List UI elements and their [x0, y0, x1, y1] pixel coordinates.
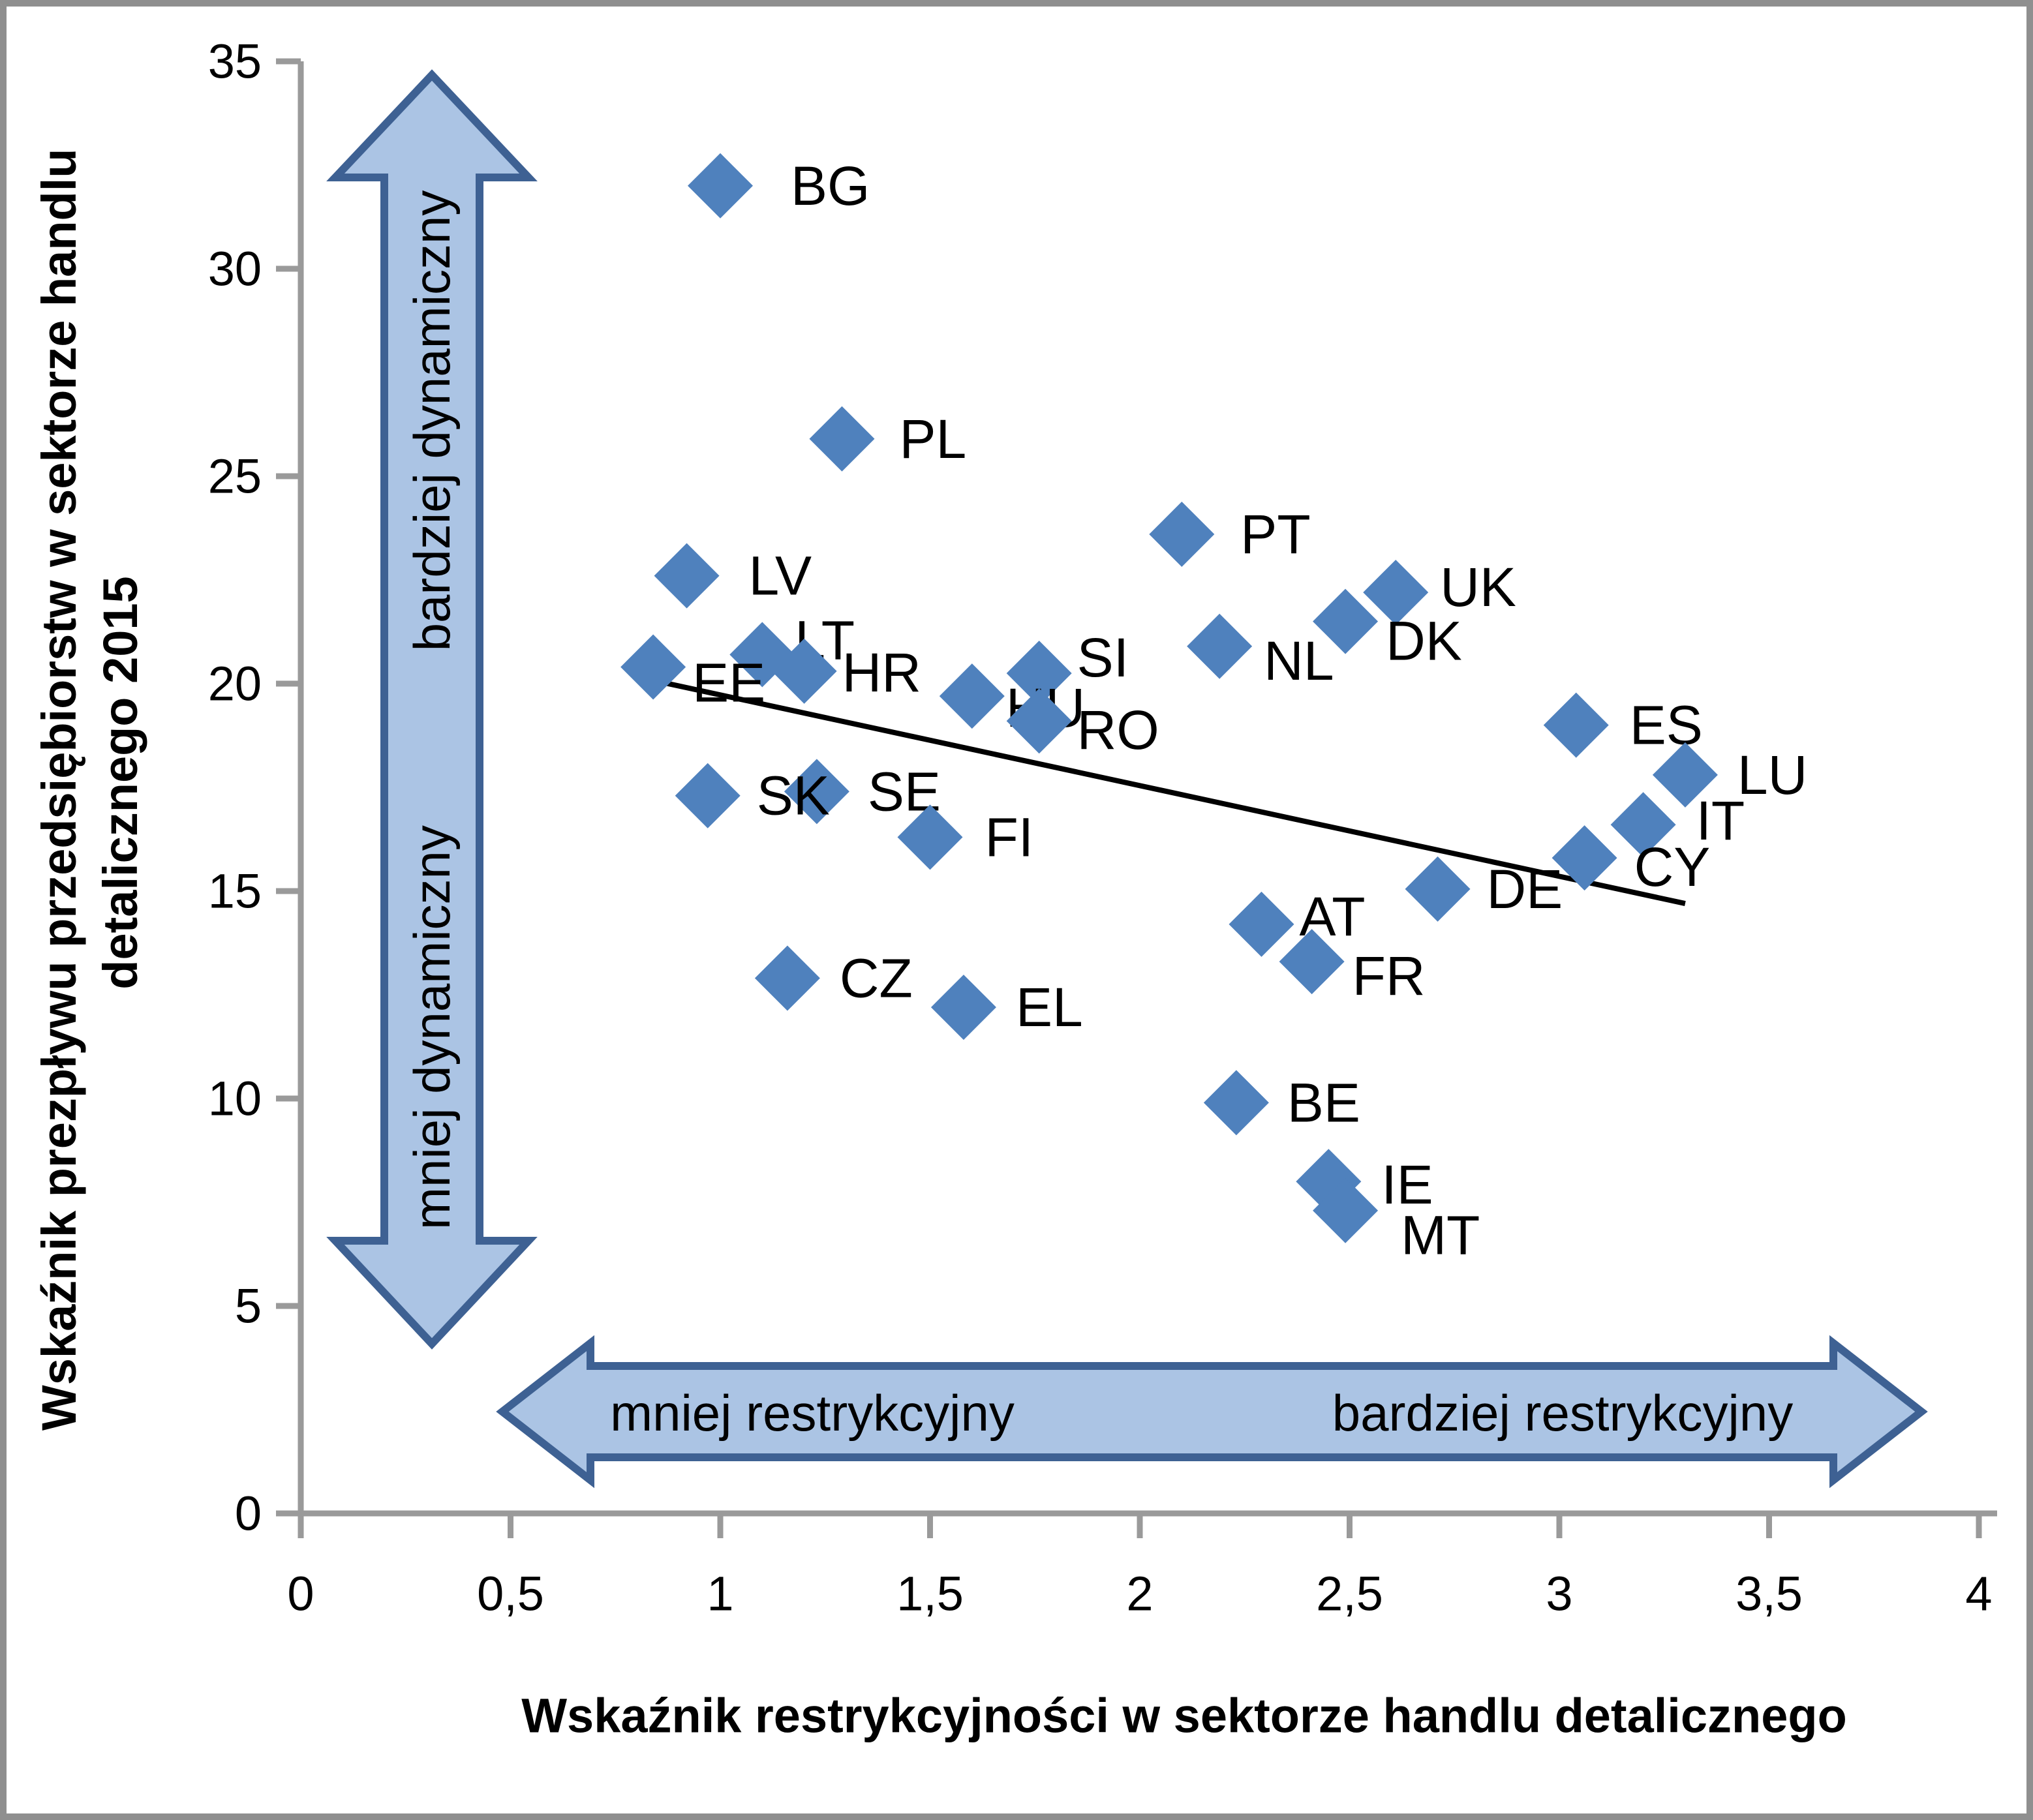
- y-axis-title-line1: Wskaźnik prezpływu przedsiębiorstw w sek…: [32, 149, 86, 1431]
- y-tick-label: 15: [208, 864, 262, 918]
- x-tick-label: 2: [1126, 1567, 1153, 1621]
- data-point-MT: [1313, 1177, 1379, 1243]
- x-tick-label: 1,5: [896, 1567, 964, 1621]
- data-point-DK: [1313, 588, 1379, 654]
- scatter-plot: bardziej dynamiczny mniej dynamiczny mni…: [32, 35, 1997, 1743]
- data-point-label-EE: EE: [692, 652, 765, 714]
- data-point-NL: [1187, 613, 1253, 679]
- data-point-PL: [809, 406, 875, 472]
- data-point-CY: [1552, 825, 1617, 891]
- data-point-label-PL: PL: [899, 408, 966, 470]
- data-point-SE: [784, 759, 849, 825]
- data-point-label-HR: HR: [842, 642, 921, 703]
- data-point-label-LU: LU: [1737, 744, 1807, 806]
- data-point-HU: [939, 663, 1005, 729]
- data-point-label-RO: RO: [1077, 699, 1159, 761]
- data-point-EE: [620, 634, 686, 700]
- data-point-label-NL: NL: [1264, 630, 1334, 691]
- data-point-SI: [1006, 641, 1072, 706]
- x-axis-title: Wskaźnik restrykcyjności w sektorze hand…: [521, 1689, 1847, 1743]
- data-point-LU: [1652, 742, 1718, 808]
- data-point-label-UK: UK: [1440, 556, 1516, 618]
- data-point-label-ES: ES: [1630, 695, 1703, 756]
- data-point-label-PT: PT: [1240, 504, 1310, 565]
- data-point-label-MT: MT: [1401, 1205, 1480, 1266]
- data-point-ES: [1543, 692, 1609, 758]
- horizontal-arrow-shape: [496, 1335, 1928, 1489]
- x-tick-label: 0,5: [477, 1567, 544, 1621]
- vertical-arrow-shape: [326, 69, 538, 1350]
- data-point-UK: [1363, 560, 1429, 626]
- x-tick-label: 4: [1965, 1567, 1992, 1621]
- y-tick-label: 30: [208, 242, 262, 296]
- data-point-PT: [1149, 502, 1215, 568]
- y-tick-label: 20: [208, 657, 262, 711]
- data-point-RO: [1006, 688, 1072, 754]
- y-axis-title-line2: detalicznego 2015: [93, 576, 147, 989]
- data-point-FR: [1279, 929, 1345, 995]
- data-point-label-LV: LV: [749, 545, 812, 607]
- data-point-label-FI: FI: [985, 806, 1034, 868]
- data-point-label-IE: IE: [1381, 1154, 1433, 1215]
- data-point-label-BE: BE: [1287, 1072, 1360, 1133]
- data-point-label-EL: EL: [1016, 977, 1083, 1038]
- data-point-label-FR: FR: [1353, 945, 1426, 1007]
- y-tick-label: 5: [235, 1279, 262, 1333]
- data-point-FI: [897, 804, 963, 870]
- axes-layer: 0 5 10 15 20 25 30 35 0 0,5 1 1,5 2 2,5 3 3,5 4: [208, 35, 1997, 1621]
- horizontal-arrow-right-label: bardziej restrykcyjny: [1332, 1384, 1794, 1442]
- data-point-BE: [1203, 1070, 1269, 1136]
- y-tick-label: 35: [208, 35, 262, 89]
- svg-text:Wskaźnik prezpływu przedsiębio: Wskaźnik prezpływu przedsiębiorstw w sek…: [32, 135, 147, 1431]
- data-point-BG: [688, 153, 753, 219]
- vertical-double-arrow: bardziej dynamiczny mniej dynamiczny: [326, 69, 538, 1350]
- data-point-label-BG: BG: [791, 155, 870, 217]
- data-point-label-CZ: CZ: [840, 948, 913, 1009]
- y-axis-title: Wskaźnik prezpływu przedsiębiorstw w sek…: [32, 135, 147, 1431]
- trend-line: [648, 676, 1686, 906]
- data-point-label-DE: DE: [1487, 858, 1563, 920]
- y-tick-label: 10: [208, 1072, 262, 1126]
- data-point-AT: [1229, 891, 1294, 957]
- data-point-IE: [1296, 1149, 1362, 1215]
- data-point-IT: [1610, 792, 1676, 858]
- data-point-label-IT: IT: [1696, 790, 1745, 851]
- x-tick-label: 3,5: [1735, 1567, 1803, 1621]
- data-point-HR: [771, 638, 837, 704]
- horizontal-double-arrow: mniej restrykcyjny bardziej restrykcyjny: [496, 1335, 1928, 1489]
- data-point-EL: [930, 975, 996, 1040]
- data-layer: BGPLPTLVUKDKNLLTEEHRSIHUROSESKFICZELESLU…: [620, 153, 1807, 1266]
- y-tick-label: 0: [235, 1487, 262, 1541]
- data-point-label-DK: DK: [1386, 611, 1462, 672]
- vertical-arrow-top-label: bardziej dynamiczny: [403, 190, 461, 652]
- data-point-LV: [654, 543, 720, 609]
- data-point-SK: [675, 763, 741, 828]
- data-point-label-SK: SK: [757, 765, 830, 827]
- data-point-CZ: [754, 945, 820, 1011]
- vertical-arrow-bottom-label: mniej dynamiczny: [403, 825, 461, 1230]
- data-point-DE: [1405, 856, 1471, 922]
- x-tick-label: 1: [707, 1567, 733, 1621]
- x-tick-label: 2,5: [1316, 1567, 1383, 1621]
- y-tick-label: 25: [208, 449, 262, 504]
- horizontal-arrow-left-label: mniej restrykcyjny: [610, 1384, 1015, 1442]
- x-tick-label: 0: [287, 1567, 314, 1621]
- data-point-label-SI: SI: [1077, 627, 1129, 688]
- x-tick-label: 3: [1546, 1567, 1572, 1621]
- data-point-label-CY: CY: [1634, 836, 1711, 898]
